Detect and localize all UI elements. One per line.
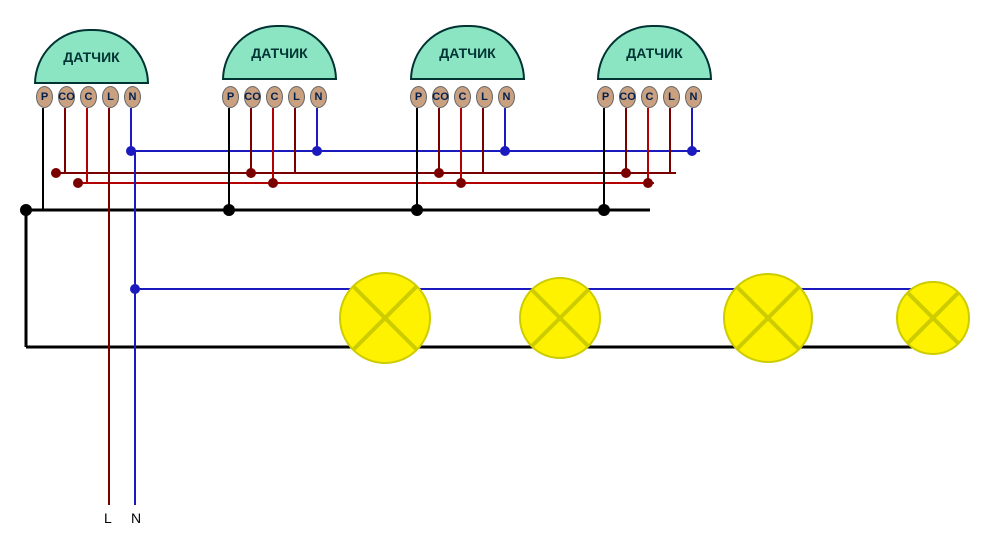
supply-label-n: N — [131, 510, 141, 526]
terminal-co-3: CO — [619, 86, 636, 108]
terminal-label: CO — [244, 91, 261, 103]
terminal-n-2: N — [498, 86, 515, 108]
terminal-co-0: CO — [58, 86, 75, 108]
terminal-label: N — [690, 91, 698, 103]
sensor-label: ДАТЧИК — [251, 45, 307, 61]
lamp-0 — [340, 273, 430, 363]
dots-group — [20, 146, 697, 294]
terminal-label: CO — [619, 91, 636, 103]
terminal-l-3: L — [663, 86, 680, 108]
sensor-label: ДАТЧИК — [439, 45, 495, 61]
terminal-label: N — [315, 91, 323, 103]
terminal-label: CO — [58, 91, 75, 103]
terminal-label: P — [415, 91, 422, 103]
supply-label-l: L — [104, 510, 112, 526]
terminal-l-0: L — [102, 86, 119, 108]
terminal-label: C — [646, 91, 654, 103]
terminal-c-3: C — [641, 86, 658, 108]
terminal-label: N — [129, 91, 137, 103]
terminal-label: L — [107, 91, 114, 103]
terminal-label: L — [668, 91, 675, 103]
lamp-2 — [724, 274, 812, 362]
sensor-label: ДАТЧИК — [626, 45, 682, 61]
terminal-label: CO — [432, 91, 449, 103]
terminal-l-2: L — [476, 86, 493, 108]
terminal-n-1: N — [310, 86, 327, 108]
supply-label-text: L — [104, 510, 112, 526]
lamps-group — [340, 273, 969, 363]
terminal-n-3: N — [685, 86, 702, 108]
terminal-label: N — [503, 91, 511, 103]
terminal-p-2: P — [410, 86, 427, 108]
lamp-3 — [897, 282, 969, 354]
sensor-label: ДАТЧИК — [63, 49, 119, 65]
terminal-label: P — [227, 91, 234, 103]
terminal-co-1: CO — [244, 86, 261, 108]
terminal-label: L — [293, 91, 300, 103]
terminal-c-2: C — [454, 86, 471, 108]
terminal-p-0: P — [36, 86, 53, 108]
lamp-1 — [520, 278, 600, 358]
terminal-n-0: N — [124, 86, 141, 108]
terminal-co-2: CO — [432, 86, 449, 108]
supply-label-text: N — [131, 510, 141, 526]
terminal-label: P — [602, 91, 609, 103]
terminal-label: C — [85, 91, 93, 103]
terminal-label: L — [481, 91, 488, 103]
terminal-p-1: P — [222, 86, 239, 108]
terminal-label: C — [271, 91, 279, 103]
terminal-label: P — [41, 91, 48, 103]
terminal-p-3: P — [597, 86, 614, 108]
terminal-l-1: L — [288, 86, 305, 108]
terminal-c-1: C — [266, 86, 283, 108]
terminal-c-0: C — [80, 86, 97, 108]
terminal-label: C — [459, 91, 467, 103]
